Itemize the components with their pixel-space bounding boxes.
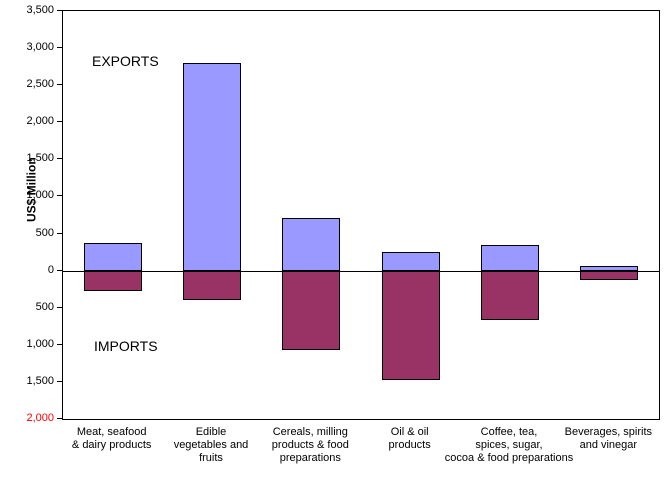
- y-tick-mark: [57, 343, 62, 345]
- y-tick-mark: [57, 195, 62, 197]
- zero-axis-line: [63, 270, 659, 272]
- y-tick-mark: [57, 306, 62, 308]
- y-tick-mark: [57, 158, 62, 160]
- y-tick-label: 500: [35, 226, 54, 239]
- imports-bar: [580, 270, 639, 280]
- imports-bar: [481, 270, 539, 321]
- category-label: Beverages, spirits and vinegar: [564, 426, 653, 451]
- imports-annotation: IMPORTS: [94, 338, 158, 354]
- y-tick-mark: [57, 269, 62, 271]
- exports-annotation: EXPORTS: [92, 53, 159, 69]
- y-tick-mark: [57, 418, 62, 419]
- y-tick-mark: [57, 84, 62, 86]
- y-tick-label: 2,500: [26, 78, 54, 91]
- plot-area: [62, 10, 660, 420]
- category-label: Cereals, milling products & food preparati…: [271, 426, 349, 464]
- exports-bar: [381, 252, 440, 271]
- y-tick-mark: [57, 47, 62, 49]
- imports-bar: [381, 270, 440, 381]
- y-tick-mark: [57, 380, 62, 382]
- y-tick-mark: [57, 232, 62, 234]
- category-label: Coffee, tea, spices, sugar, cocoa & food p…: [444, 426, 574, 464]
- y-tick-label: 1,000: [26, 337, 54, 350]
- y-tick-label: 500: [35, 300, 54, 313]
- y-tick-label: 0: [47, 263, 54, 276]
- imports-bar: [183, 270, 241, 301]
- exports-bar: [183, 62, 241, 271]
- exports-bar: [481, 245, 539, 271]
- y-tick-label: 1,500: [26, 152, 54, 165]
- category-label: Edible vegetables and fruits: [173, 426, 249, 464]
- exports-bar: [83, 243, 142, 271]
- category-label: Oil & oil products: [388, 426, 431, 451]
- exports-bar: [580, 266, 639, 271]
- category-label: Meat, seafood & dairy products: [71, 426, 152, 451]
- y-tick-mark: [57, 121, 62, 123]
- imports-bar: [83, 270, 142, 292]
- y-tick-label: 3,000: [26, 41, 54, 54]
- y-tick-label: 3,500: [26, 4, 54, 16]
- exports-bar: [282, 217, 341, 271]
- y-tick-mark: [57, 10, 62, 11]
- y-tick-label: 1,500: [26, 374, 54, 387]
- y-tick-label: 2,000: [26, 412, 54, 424]
- imports-bar: [282, 270, 341, 350]
- y-tick-label: 1,000: [26, 189, 54, 202]
- y-tick-label: 2,000: [26, 115, 54, 128]
